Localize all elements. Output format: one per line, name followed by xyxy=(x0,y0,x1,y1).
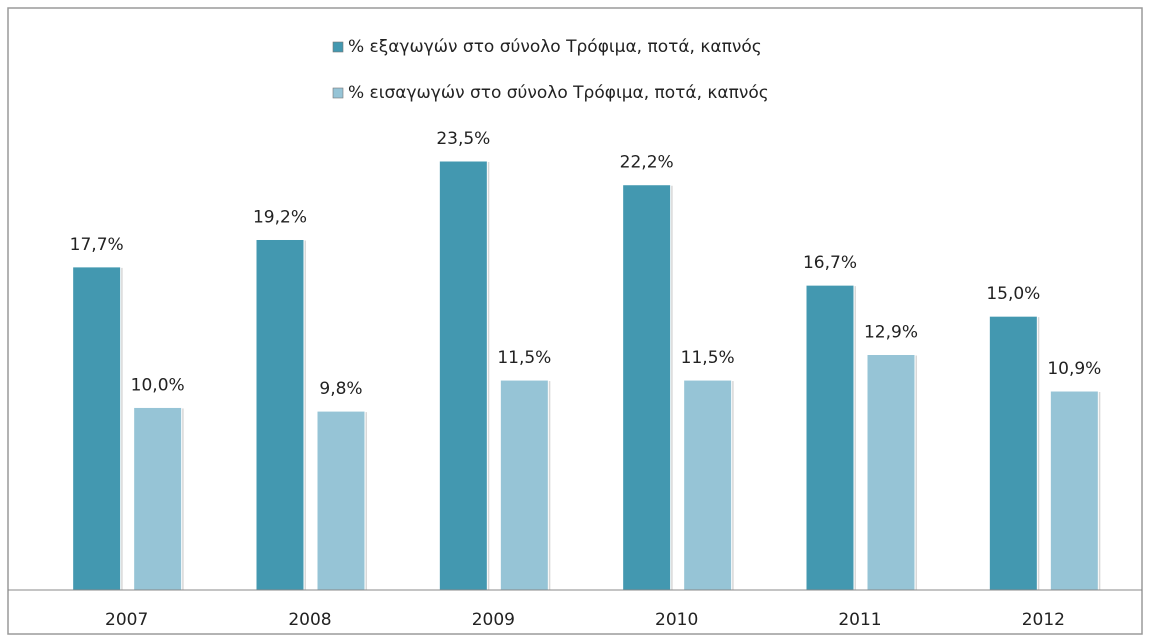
data-label: 17,7% xyxy=(70,235,124,255)
bar xyxy=(499,379,549,591)
data-label: 15,0% xyxy=(986,284,1040,304)
data-label: 10,0% xyxy=(131,375,185,395)
bar xyxy=(438,160,488,591)
bar xyxy=(72,266,122,591)
data-label: 12,9% xyxy=(864,323,918,343)
data-label: 23,5% xyxy=(436,129,490,149)
bar xyxy=(255,238,305,591)
bar xyxy=(1049,390,1099,591)
data-label: 16,7% xyxy=(803,253,857,273)
bar xyxy=(622,184,672,591)
bar xyxy=(866,354,916,591)
x-tick-label: 2012 xyxy=(1022,610,1065,630)
bar xyxy=(683,379,733,591)
data-label: 11,5% xyxy=(681,348,735,368)
bar xyxy=(133,406,183,591)
x-tick-label: 2011 xyxy=(838,610,881,630)
legend-label: % εισαγωγών στο σύνολο Τρόφιμα, ποτά, κα… xyxy=(348,83,769,103)
x-tick-label: 2010 xyxy=(655,610,698,630)
legend-swatch xyxy=(332,87,344,99)
x-tick-label: 2007 xyxy=(105,610,148,630)
data-label: 9,8% xyxy=(319,379,362,399)
data-label: 11,5% xyxy=(497,348,551,368)
legend-swatch xyxy=(332,41,344,53)
bar xyxy=(805,284,855,591)
bar xyxy=(988,315,1038,591)
x-tick-label: 2009 xyxy=(472,610,515,630)
x-tick-label: 2008 xyxy=(288,610,331,630)
data-label: 10,9% xyxy=(1047,359,1101,379)
chart-frame xyxy=(7,7,1143,635)
bar xyxy=(316,410,366,591)
data-label: 19,2% xyxy=(253,207,307,227)
data-label: 22,2% xyxy=(620,153,674,173)
legend-label: % εξαγωγών στο σύνολο Τρόφιμα, ποτά, καπ… xyxy=(348,37,762,57)
